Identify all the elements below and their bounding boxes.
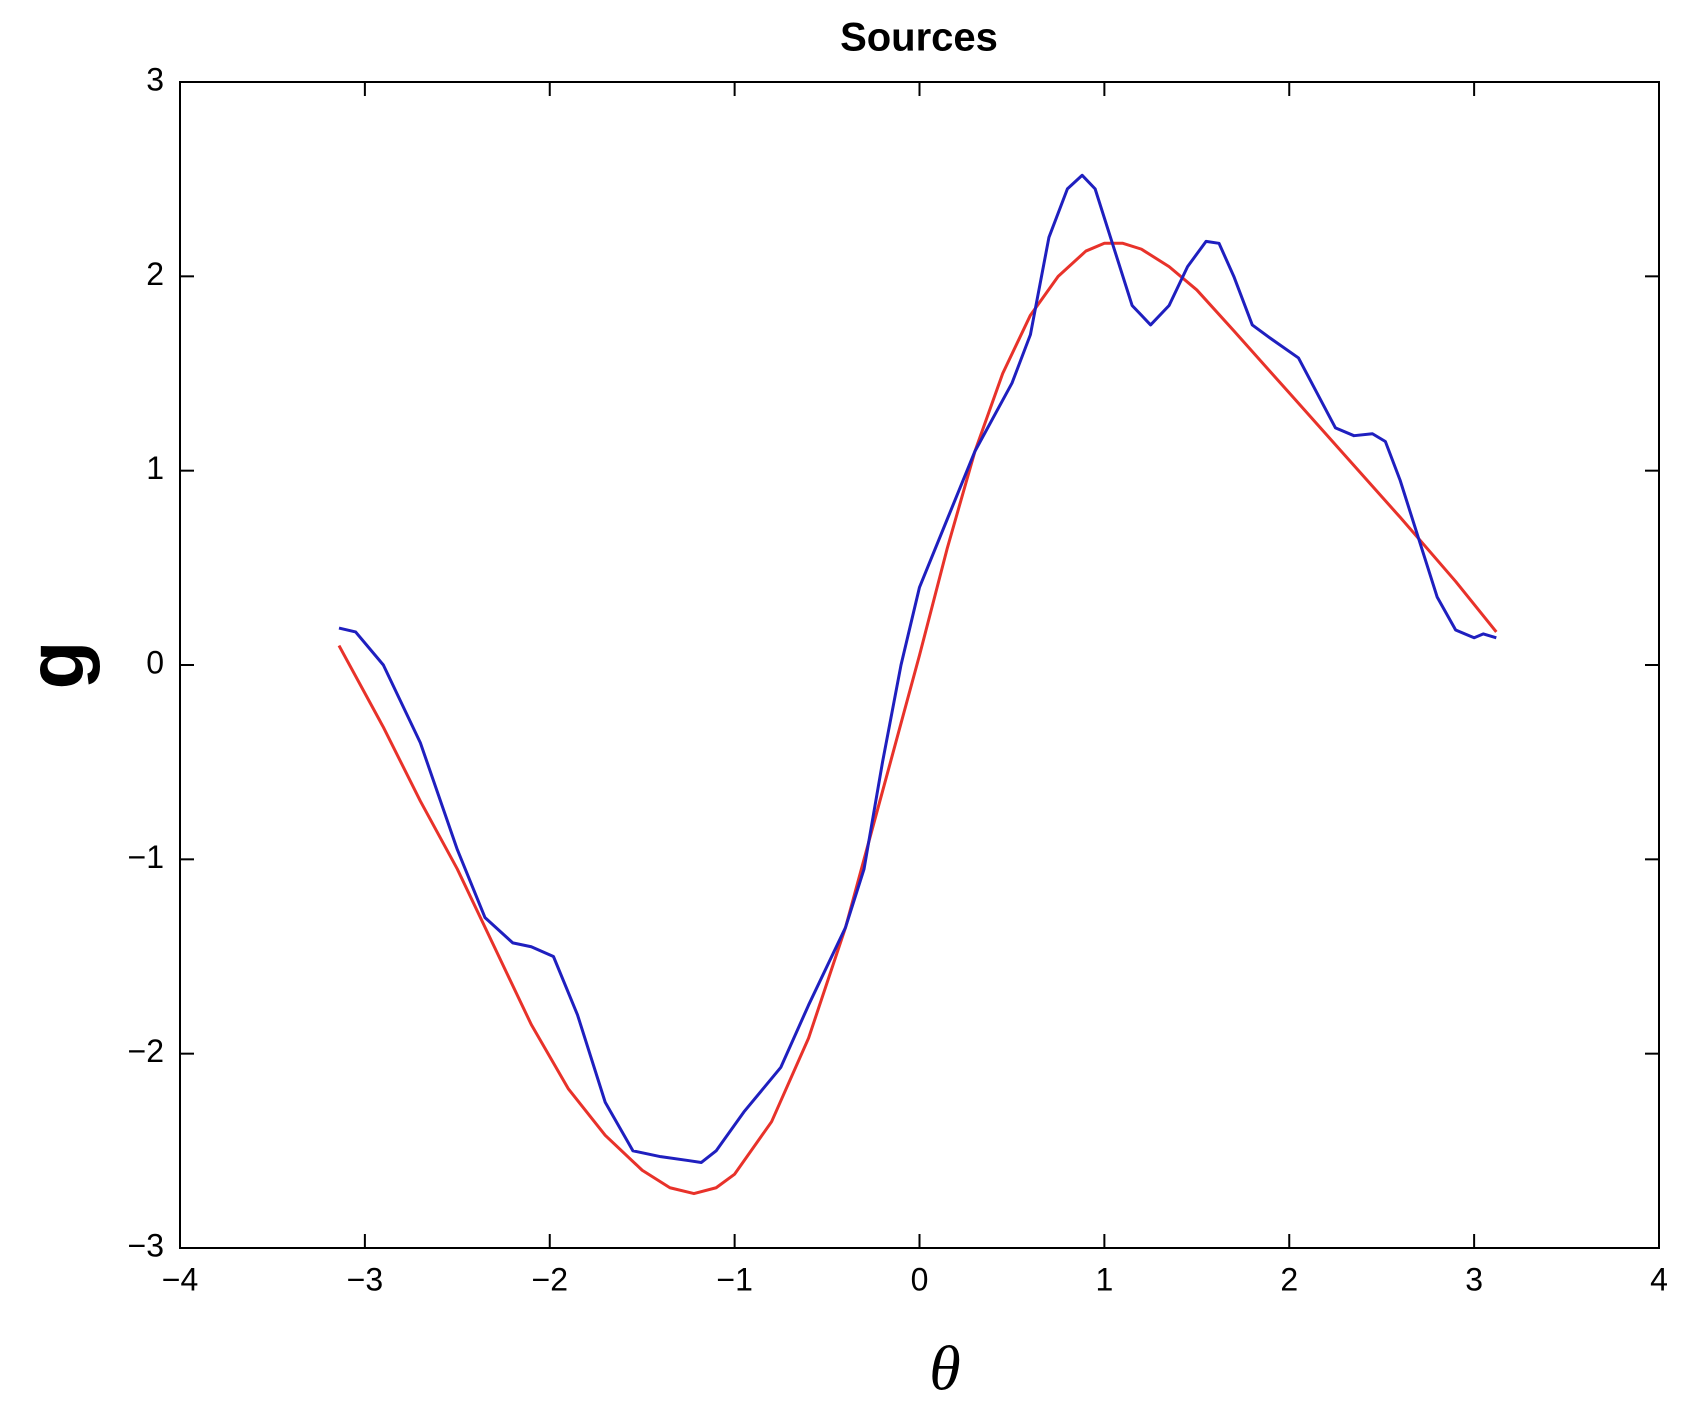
y-tick-label: 2 xyxy=(146,256,164,292)
x-tick-label: −1 xyxy=(716,1261,752,1297)
x-tick-label: 3 xyxy=(1465,1261,1483,1297)
y-tick-label: −1 xyxy=(128,839,164,875)
y-tick-label: 1 xyxy=(146,450,164,486)
x-tick-label: −2 xyxy=(532,1261,568,1297)
y-tick-label: −2 xyxy=(128,1033,164,1069)
data-line xyxy=(338,173,1497,1164)
x-tick-label: 4 xyxy=(1650,1261,1668,1297)
plot-frame xyxy=(179,81,1660,1249)
x-tick-label: −4 xyxy=(162,1261,198,1297)
data-line xyxy=(337,241,1498,1196)
x-tick-label: 2 xyxy=(1280,1261,1298,1297)
x-tick-label: 1 xyxy=(1095,1261,1113,1297)
x-axis-label: θ xyxy=(929,1333,960,1404)
y-tick-label: 0 xyxy=(146,644,164,680)
x-tick-label: −3 xyxy=(347,1261,383,1297)
x-tick-label: 0 xyxy=(911,1261,929,1297)
y-tick-label: −3 xyxy=(128,1227,164,1263)
y-axis-label: g xyxy=(11,641,100,690)
y-tick-label: 3 xyxy=(146,61,164,97)
chart-title: Sources xyxy=(840,16,998,60)
